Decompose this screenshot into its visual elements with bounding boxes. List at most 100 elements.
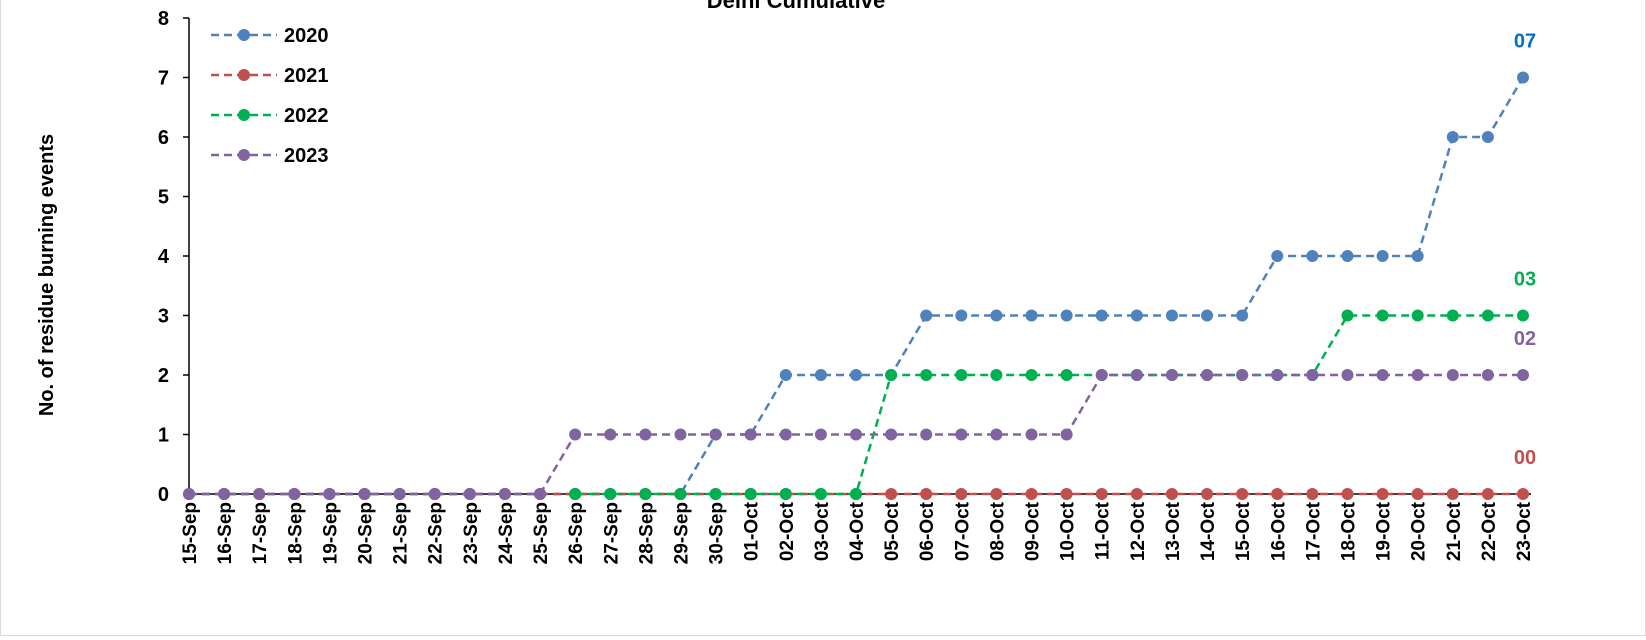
data-point-2023 bbox=[1306, 369, 1319, 381]
data-point-2022 bbox=[1025, 369, 1038, 381]
data-point-2023 bbox=[393, 488, 406, 500]
data-point-2021 bbox=[1446, 488, 1459, 500]
data-point-2021 bbox=[1130, 488, 1143, 500]
data-point-2023 bbox=[1376, 369, 1389, 381]
data-point-2021 bbox=[1411, 488, 1424, 500]
x-tick-label: 25-Sep bbox=[531, 502, 552, 564]
data-point-2023 bbox=[323, 488, 336, 500]
series-2023: 02 bbox=[183, 328, 1536, 500]
data-point-2023 bbox=[885, 428, 898, 441]
data-point-2023 bbox=[779, 428, 792, 441]
series-2022: 03 bbox=[569, 269, 1536, 500]
data-point-2020 bbox=[920, 309, 933, 322]
data-point-2023 bbox=[1341, 369, 1354, 381]
x-tick-label: 02-Oct bbox=[777, 501, 798, 561]
data-point-2021 bbox=[990, 488, 1003, 500]
data-point-2022 bbox=[674, 488, 687, 500]
x-tick-label: 30-Sep bbox=[707, 502, 728, 564]
data-point-2023 bbox=[850, 428, 862, 441]
x-tick-label: 18-Sep bbox=[285, 502, 306, 564]
legend-item-2022: 2022 bbox=[211, 105, 329, 127]
y-tick-label: 5 bbox=[158, 187, 169, 209]
legend-item-2021: 2021 bbox=[211, 65, 329, 87]
data-point-2021 bbox=[1165, 488, 1178, 500]
x-tick-label: 22-Oct bbox=[1479, 501, 1500, 561]
data-point-2023 bbox=[358, 488, 371, 500]
data-point-2020 bbox=[1411, 250, 1424, 262]
data-point-2022 bbox=[885, 369, 898, 381]
x-tick-label: 06-Oct bbox=[917, 501, 938, 561]
data-point-2023 bbox=[1236, 369, 1249, 381]
data-point-2023 bbox=[1165, 369, 1178, 381]
y-axis-label: No. of residue burning events bbox=[36, 134, 58, 416]
x-tick-label: 19-Oct bbox=[1374, 501, 1395, 561]
data-point-2022 bbox=[955, 369, 968, 381]
legend-marker-2021 bbox=[238, 69, 250, 81]
legend-label-2021: 2021 bbox=[284, 65, 329, 87]
data-point-2023 bbox=[674, 428, 687, 441]
x-tick-label: 05-Oct bbox=[882, 501, 903, 561]
y-tick-label: 8 bbox=[158, 8, 169, 30]
data-point-2022 bbox=[569, 488, 582, 500]
data-point-2023 bbox=[639, 428, 652, 441]
legend-item-2020: 2020 bbox=[211, 25, 329, 47]
data-point-2021 bbox=[885, 488, 898, 500]
data-point-2023 bbox=[498, 488, 511, 500]
data-point-2021 bbox=[1236, 488, 1249, 500]
legend-item-2023: 2023 bbox=[211, 145, 329, 167]
data-point-2023 bbox=[463, 488, 476, 500]
series-line-2023 bbox=[189, 373, 1523, 496]
chart-title: Delhi Cumulative bbox=[707, 0, 885, 13]
data-point-2020 bbox=[850, 369, 862, 381]
y-tick-label: 3 bbox=[158, 306, 169, 328]
x-tick-label: 15-Oct bbox=[1233, 501, 1254, 561]
x-tick-label: 17-Oct bbox=[1303, 501, 1324, 561]
data-point-2021 bbox=[1517, 488, 1529, 500]
data-point-2021 bbox=[1481, 488, 1494, 500]
data-point-2020 bbox=[1306, 250, 1319, 262]
data-point-2020 bbox=[1481, 131, 1494, 143]
y-tick-label: 0 bbox=[158, 484, 169, 506]
data-point-2023 bbox=[1446, 369, 1459, 381]
data-point-2022 bbox=[1411, 309, 1424, 322]
data-point-2020 bbox=[1025, 309, 1038, 322]
legend-marker-2020 bbox=[238, 29, 250, 41]
data-point-2022 bbox=[604, 488, 617, 500]
x-tick-label: 20-Sep bbox=[356, 502, 377, 564]
x-tick-label: 03-Oct bbox=[812, 501, 833, 561]
series-2020: 07 bbox=[183, 31, 1536, 500]
data-point-2020 bbox=[1165, 309, 1178, 322]
data-point-2020 bbox=[990, 309, 1003, 322]
data-point-2022 bbox=[639, 488, 652, 500]
x-tick-label: 23-Sep bbox=[461, 502, 482, 564]
x-tick-label: 08-Oct bbox=[987, 501, 1008, 561]
legend-marker-2023 bbox=[238, 149, 250, 161]
data-point-2020 bbox=[955, 309, 968, 322]
x-tick-label: 12-Oct bbox=[1128, 501, 1149, 561]
data-point-2023 bbox=[218, 488, 231, 500]
data-point-2021 bbox=[1341, 488, 1354, 500]
x-tick-label: 16-Oct bbox=[1268, 501, 1289, 561]
y-tick-label: 7 bbox=[158, 68, 169, 90]
data-point-2023 bbox=[1517, 369, 1529, 381]
data-point-2020 bbox=[779, 369, 792, 381]
data-point-2020 bbox=[1095, 309, 1108, 322]
data-point-2021 bbox=[1306, 488, 1319, 500]
data-point-2022 bbox=[709, 488, 722, 500]
data-point-2022 bbox=[1481, 309, 1494, 322]
data-point-2023 bbox=[1130, 369, 1143, 381]
x-tick-label: 22-Sep bbox=[426, 502, 447, 564]
data-point-2021 bbox=[1271, 488, 1284, 500]
data-point-2022 bbox=[779, 488, 792, 500]
end-label-2021: 00 bbox=[1514, 447, 1536, 469]
x-tick-label: 16-Sep bbox=[215, 502, 236, 564]
x-tick-label: 29-Sep bbox=[671, 502, 692, 564]
x-tick-label: 01-Oct bbox=[742, 501, 763, 561]
x-tick-label: 18-Oct bbox=[1338, 501, 1359, 561]
data-point-2020 bbox=[814, 369, 827, 381]
x-tick-label: 13-Oct bbox=[1163, 501, 1184, 561]
data-point-2021 bbox=[1201, 488, 1214, 500]
legend-marker-2022 bbox=[238, 109, 250, 121]
data-point-2020 bbox=[1517, 71, 1529, 84]
